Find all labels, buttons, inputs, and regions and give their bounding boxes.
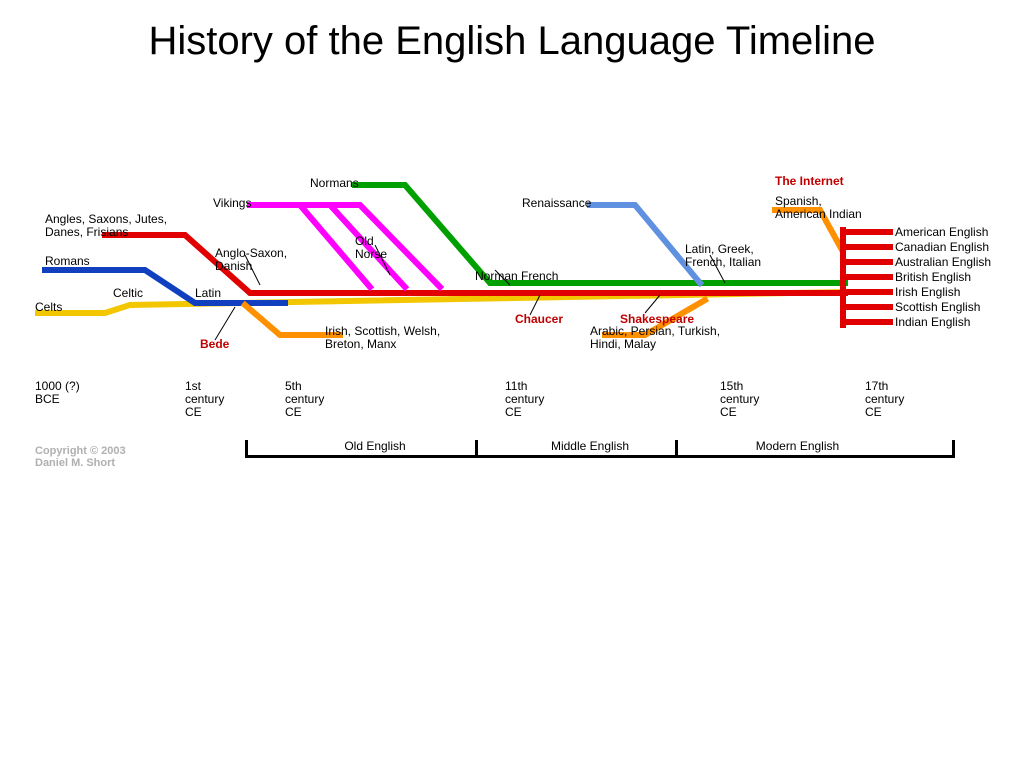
axis-tick bbox=[475, 440, 478, 458]
era-label: Modern English bbox=[738, 440, 858, 453]
century-marker: 11th century CE bbox=[505, 380, 544, 420]
century-marker: 1000 (?) BCE bbox=[35, 380, 80, 406]
label-anglo-saxon: Anglo-Saxon, Danish bbox=[215, 247, 287, 273]
page-title: History of the English Language Timeline bbox=[0, 0, 1024, 64]
output-label: British English bbox=[895, 271, 971, 284]
label-normans: Normans bbox=[310, 177, 359, 190]
label-norman-french: Norman French bbox=[475, 270, 558, 283]
label-shakespeare: Shakespeare bbox=[620, 313, 694, 326]
label-romans: Romans bbox=[45, 255, 90, 268]
output-label: Australian English bbox=[895, 256, 991, 269]
label-irish-scottish: Irish, Scottish, Welsh, Breton, Manx bbox=[325, 325, 440, 351]
axis-tick bbox=[952, 440, 955, 458]
label-bede: Bede bbox=[200, 338, 229, 351]
label-vikings: Vikings bbox=[213, 197, 251, 210]
label-arabic: Arabic, Persian, Turkish, Hindi, Malay bbox=[590, 325, 720, 351]
output-label: Irish English bbox=[895, 286, 960, 299]
century-marker: 1st century CE bbox=[185, 380, 224, 420]
timeline-diagram: Celts Celtic Romans Latin Angles, Saxons… bbox=[35, 165, 990, 515]
label-internet: The Internet bbox=[775, 175, 844, 188]
copyright: Copyright © 2003 Daniel M. Short bbox=[35, 445, 126, 469]
output-label: American English bbox=[895, 226, 988, 239]
output-label: Scottish English bbox=[895, 301, 980, 314]
century-marker: 5th century CE bbox=[285, 380, 324, 420]
label-celtic: Celtic bbox=[113, 287, 143, 300]
century-marker: 15th century CE bbox=[720, 380, 759, 420]
axis-base bbox=[245, 455, 955, 458]
century-marker: 17th century CE bbox=[865, 380, 904, 420]
label-latin: Latin bbox=[195, 287, 221, 300]
label-spanish: Spanish, American Indian bbox=[775, 195, 862, 221]
era-label: Middle English bbox=[530, 440, 650, 453]
era-label: Old English bbox=[315, 440, 435, 453]
axis-tick bbox=[675, 440, 678, 458]
label-chaucer: Chaucer bbox=[515, 313, 563, 326]
axis-tick bbox=[245, 440, 248, 458]
label-celts: Celts bbox=[35, 301, 62, 314]
output-label: Indian English bbox=[895, 316, 970, 329]
label-angles: Angles, Saxons, Jutes, Danes, Frisians bbox=[45, 213, 167, 239]
label-old-norse: Old Norse bbox=[355, 235, 387, 261]
label-latin-greek: Latin, Greek, French, Italian bbox=[685, 243, 761, 269]
label-renaissance: Renaissance bbox=[522, 197, 591, 210]
output-label: Canadian English bbox=[895, 241, 989, 254]
